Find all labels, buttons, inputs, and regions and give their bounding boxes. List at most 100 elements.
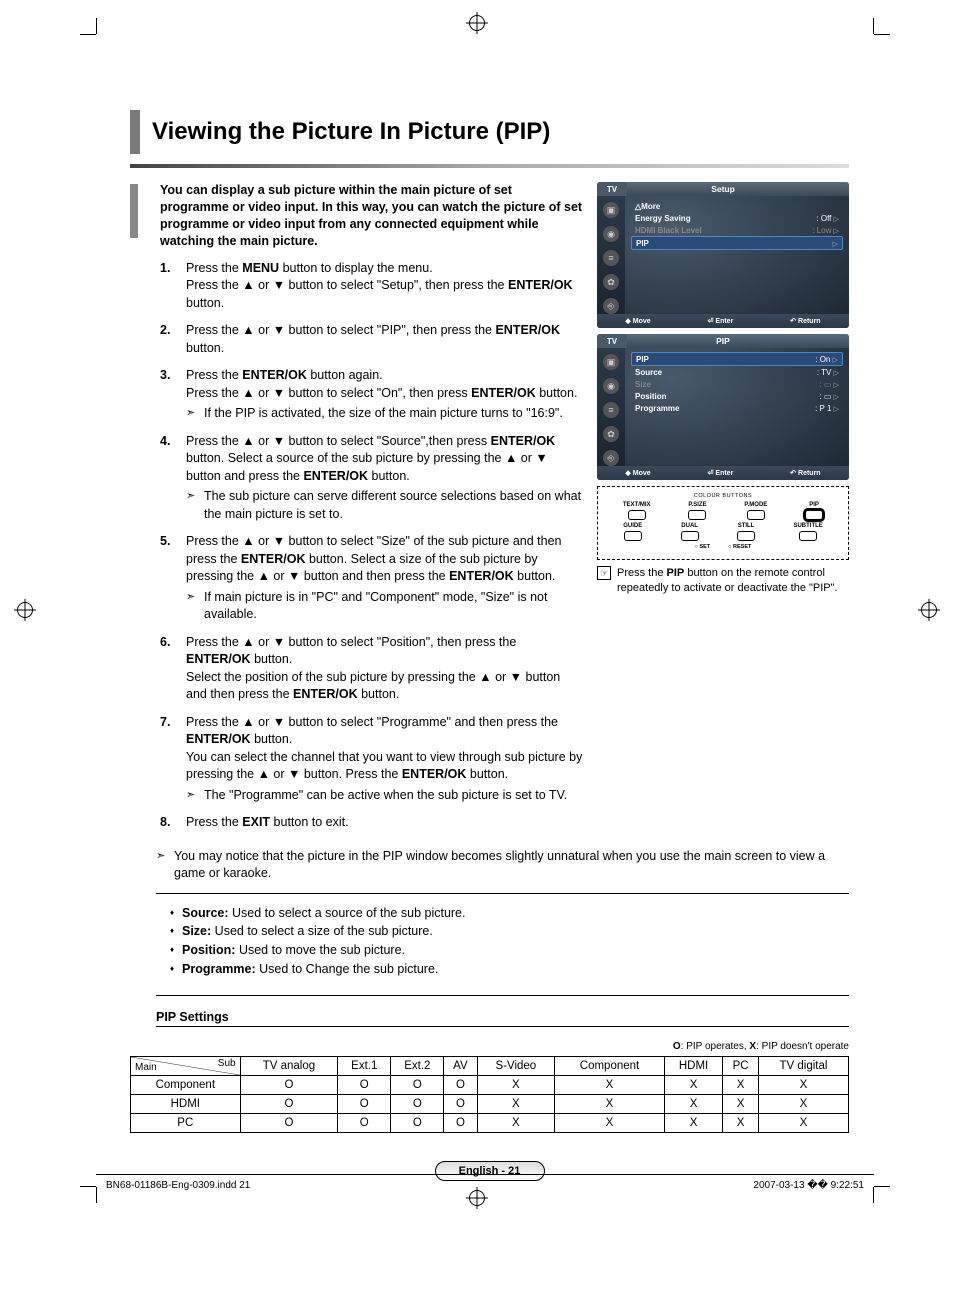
step-5: Press the ▲ or ▼ button to select "Size"… bbox=[160, 533, 583, 624]
divider bbox=[156, 1026, 849, 1027]
table-column-header: Ext.1 bbox=[338, 1056, 391, 1075]
table-cell: X bbox=[555, 1075, 665, 1094]
table-column-header: HDMI bbox=[664, 1056, 722, 1075]
table-cell: O bbox=[338, 1113, 391, 1132]
osd-row: HDMI Black Level: Low ▷ bbox=[631, 224, 843, 236]
option-descriptions: Source: Used to select a source of the s… bbox=[156, 900, 849, 985]
table-column-header: TV analog bbox=[240, 1056, 338, 1075]
step-7: Press the ▲ or ▼ button to select "Progr… bbox=[160, 714, 583, 805]
osd-tab: TV bbox=[597, 334, 627, 348]
table-cell: O bbox=[391, 1094, 444, 1113]
remote-header: COLOUR BUTTONS bbox=[604, 493, 842, 499]
step-4: Press the ▲ or ▼ button to select "Sourc… bbox=[160, 433, 583, 524]
intro-text: You can display a sub picture within the… bbox=[160, 182, 583, 250]
table-cell: X bbox=[477, 1094, 555, 1113]
option-bullet: Source: Used to select a source of the s… bbox=[170, 904, 849, 923]
remote-note-text: Press the PIP button on the remote contr… bbox=[617, 566, 849, 596]
remote-button-pip: PIP bbox=[805, 502, 823, 520]
osd-row: Programme: P 1 ▷ bbox=[631, 402, 843, 414]
table-column-header: PC bbox=[723, 1056, 759, 1075]
move-hint: ◆ Move bbox=[625, 469, 650, 477]
table-cell: O bbox=[240, 1113, 338, 1132]
sound-icon: ◉ bbox=[603, 378, 619, 394]
osd-sidebar-icons: ▣ ◉ ≡ ✿ ⎆ bbox=[597, 348, 625, 466]
table-corner-cell: MainSub bbox=[131, 1056, 241, 1075]
table-cell: O bbox=[338, 1094, 391, 1113]
osd-row: Energy Saving: Off ▷ bbox=[631, 212, 843, 224]
input-icon: ⎆ bbox=[603, 450, 619, 466]
step-note: The "Programme" can be active when the s… bbox=[186, 787, 583, 805]
osd-footer: ◆ Move ⏎ Enter ↶ Return bbox=[597, 314, 849, 328]
table-cell: X bbox=[723, 1075, 759, 1094]
osd-sidebar-icons: ▣ ◉ ≡ ✿ ⎆ bbox=[597, 196, 625, 314]
hand-icon: ☞ bbox=[597, 566, 611, 580]
footer-file: BN68-01186B-Eng-0309.indd 21 bbox=[106, 1180, 250, 1191]
footer-timestamp: 2007-03-13 �� 9:22:51 bbox=[753, 1180, 864, 1191]
title-underline bbox=[130, 164, 849, 168]
table-cell: O bbox=[240, 1075, 338, 1094]
step-3: Press the ENTER/OK button again.Press th… bbox=[160, 367, 583, 423]
table-cell: O bbox=[240, 1094, 338, 1113]
osd-row: PIP ▷ bbox=[631, 236, 843, 250]
table-cell: X bbox=[758, 1094, 848, 1113]
return-hint: ↶ Return bbox=[790, 317, 820, 325]
setup-icon: ✿ bbox=[603, 426, 619, 442]
table-cell: X bbox=[723, 1113, 759, 1132]
table-row-header: PC bbox=[131, 1113, 241, 1132]
table-cell: O bbox=[391, 1113, 444, 1132]
table-cell: X bbox=[477, 1113, 555, 1132]
remote-button-dual: DUAL bbox=[681, 523, 699, 541]
footer-line bbox=[96, 1174, 874, 1175]
remote-button-pmode: P.MODE bbox=[744, 502, 767, 520]
table-cell: O bbox=[444, 1113, 477, 1132]
osd-title: Setup bbox=[711, 184, 735, 194]
osd-tab: TV bbox=[597, 182, 627, 196]
pip-settings-table: MainSubTV analogExt.1Ext.2AVS-VideoCompo… bbox=[130, 1056, 849, 1133]
osd-row: PIP: On ▷ bbox=[631, 352, 843, 366]
osd-row: △More bbox=[631, 200, 843, 212]
picture-icon: ▣ bbox=[603, 354, 619, 370]
option-bullet: Programme: Used to Change the sub pictur… bbox=[170, 960, 849, 979]
intro-accent bbox=[130, 184, 138, 238]
remote-button-textmix: TEXT/MIX bbox=[623, 502, 651, 520]
osd-list: △MoreEnergy Saving: Off ▷HDMI Black Leve… bbox=[625, 196, 849, 314]
table-column-header: S-Video bbox=[477, 1056, 555, 1075]
table-column-header: TV digital bbox=[758, 1056, 848, 1075]
page-title: Viewing the Picture In Picture (PIP) bbox=[152, 118, 550, 146]
table-column-header: AV bbox=[444, 1056, 477, 1075]
move-hint: ◆ Move bbox=[625, 317, 650, 325]
table-row: ComponentOOOOXXXXX bbox=[131, 1075, 849, 1094]
remote-label: ○ RESET bbox=[728, 544, 751, 550]
step-note: The sub picture can serve different sour… bbox=[186, 488, 583, 523]
step-note: If main picture is in "PC" and "Componen… bbox=[186, 589, 583, 624]
divider bbox=[156, 893, 849, 894]
osd-pip-menu: TV PIP ▣ ◉ ≡ ✿ ⎆ PIP: On ▷Source: TV ▷Si… bbox=[597, 334, 849, 480]
table-cell: X bbox=[758, 1113, 848, 1132]
final-note: You may notice that the picture in the P… bbox=[130, 848, 849, 883]
table-row-header: Component bbox=[131, 1075, 241, 1094]
remote-note: ☞ Press the PIP button on the remote con… bbox=[597, 566, 849, 596]
table-legend: O: PIP operates, X: PIP doesn't operate bbox=[130, 1041, 849, 1052]
option-bullet: Position: Used to move the sub picture. bbox=[170, 941, 849, 960]
table-row-header: HDMI bbox=[131, 1094, 241, 1113]
osd-title: PIP bbox=[716, 336, 730, 346]
step-1: Press the MENU button to display the men… bbox=[160, 260, 583, 313]
table-cell: X bbox=[555, 1113, 665, 1132]
table-cell: O bbox=[338, 1075, 391, 1094]
instruction-steps: Press the MENU button to display the men… bbox=[160, 260, 583, 832]
table-cell: X bbox=[664, 1075, 722, 1094]
pip-settings-heading: PIP Settings bbox=[156, 1010, 849, 1024]
table-cell: X bbox=[758, 1075, 848, 1094]
osd-setup-menu: TV Setup ▣ ◉ ≡ ✿ ⎆ △MoreEnergy Saving: O… bbox=[597, 182, 849, 328]
table-column-header: Component bbox=[555, 1056, 665, 1075]
remote-button-guide: GUIDE bbox=[623, 523, 642, 541]
table-cell: O bbox=[444, 1094, 477, 1113]
step-note: If the PIP is activated, the size of the… bbox=[186, 405, 583, 423]
title-accent bbox=[130, 110, 140, 154]
table-cell: X bbox=[477, 1075, 555, 1094]
remote-label: ○ SET bbox=[695, 544, 711, 550]
table-cell: X bbox=[664, 1094, 722, 1113]
channel-icon: ≡ bbox=[603, 250, 619, 266]
table-cell: X bbox=[555, 1094, 665, 1113]
page-number: English - 21 bbox=[435, 1161, 545, 1181]
